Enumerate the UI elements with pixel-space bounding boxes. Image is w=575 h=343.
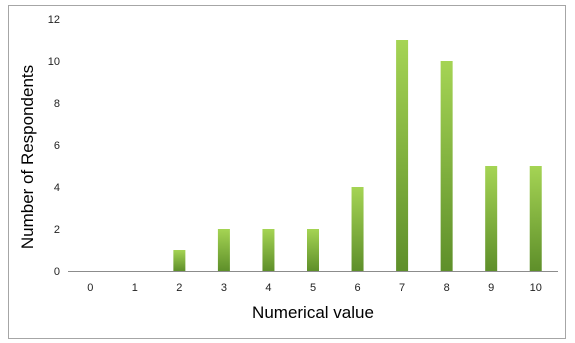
x-tick-label: 5 [310,282,316,294]
bar-7 [396,40,409,271]
bar-3 [217,229,230,271]
bar-9 [485,166,498,271]
x-tick-label: 2 [176,282,182,294]
y-tick-label: 8 [54,98,60,110]
x-tick-label: 7 [399,282,405,294]
bar-2 [173,250,186,271]
x-tick-label: 9 [488,282,494,294]
x-tick-label: 8 [444,282,450,294]
x-tick-label: 0 [87,282,93,294]
bar-8 [440,61,453,271]
y-tick-label: 10 [48,56,60,68]
chart-frame [8,5,566,339]
x-tick-label: 4 [265,282,271,294]
x-tick-label: 1 [132,282,138,294]
y-axis-title: Number of Respondents [18,65,37,249]
x-tick-label: 10 [530,282,542,294]
bar-4 [262,229,275,271]
bar-5 [307,229,319,271]
y-tick-label: 2 [54,224,60,236]
x-tick-label: 3 [221,282,227,294]
bar-10 [529,166,542,271]
bar-6 [351,187,364,271]
y-tick-label: 0 [54,266,60,278]
y-tick-label: 4 [54,182,60,194]
x-axis-ticks: 0 1 2 3 4 5 6 7 8 9 10 [87,282,542,294]
x-axis-title: Numerical value [252,303,374,322]
y-axis-ticks: 0 2 4 6 8 10 12 [48,14,60,278]
x-tick-label: 6 [354,282,360,294]
bars [173,40,542,271]
y-tick-label: 12 [48,14,60,26]
y-tick-label: 6 [54,140,60,152]
